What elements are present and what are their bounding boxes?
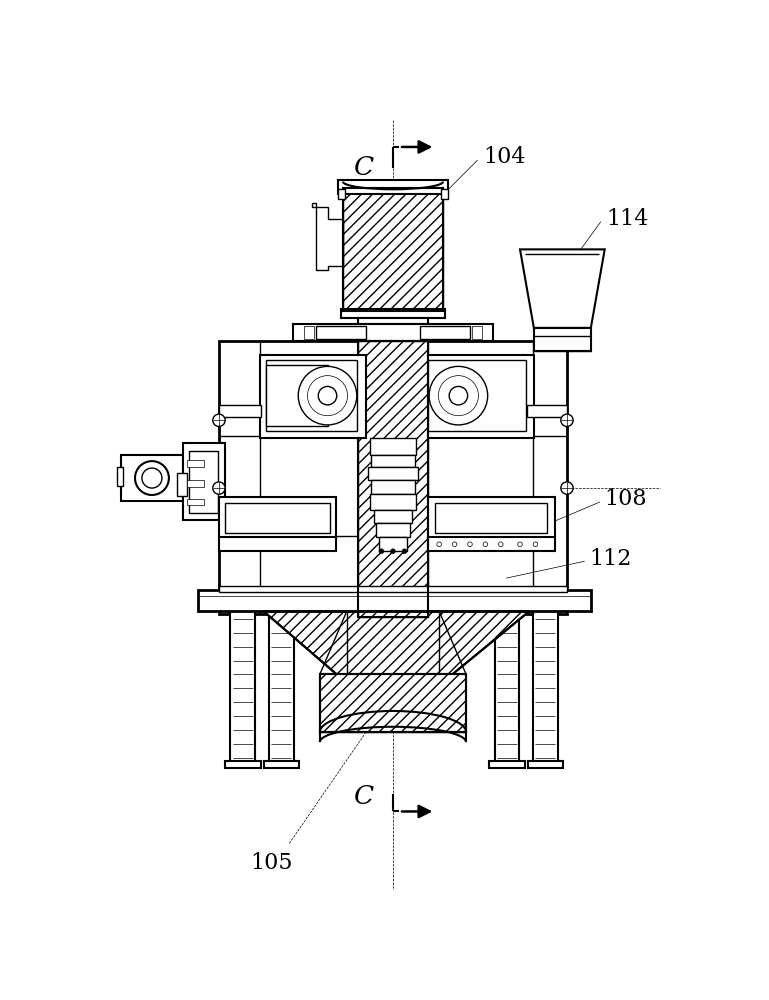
Bar [441, 189, 448, 199]
Circle shape [468, 542, 472, 547]
Bar [358, 318, 428, 324]
Bar [343, 188, 443, 311]
Bar [533, 611, 558, 765]
Circle shape [318, 386, 337, 405]
Text: C: C [354, 155, 374, 180]
Bar [489, 761, 524, 768]
Text: 105: 105 [250, 852, 292, 874]
Bar [428, 360, 526, 431]
Bar [374, 510, 412, 523]
Bar [494, 611, 519, 765]
Bar [320, 674, 466, 732]
Bar [264, 761, 299, 768]
Circle shape [429, 366, 488, 425]
Bar [305, 326, 314, 339]
Polygon shape [264, 611, 529, 690]
Text: 112: 112 [589, 548, 631, 570]
Bar [358, 341, 428, 617]
Circle shape [437, 542, 441, 547]
Bar [183, 443, 225, 520]
Circle shape [533, 542, 538, 547]
Bar [189, 451, 218, 513]
Bar [198, 590, 591, 611]
Bar [293, 324, 493, 341]
Bar [187, 480, 204, 487]
Bar [266, 360, 357, 431]
Bar [338, 189, 345, 199]
Bar [420, 326, 470, 339]
Circle shape [402, 549, 407, 554]
Bar [219, 341, 567, 614]
Circle shape [213, 482, 225, 494]
Bar [428, 537, 554, 551]
Polygon shape [520, 249, 604, 328]
Bar [370, 438, 416, 455]
Circle shape [518, 542, 522, 547]
Bar [370, 494, 416, 510]
Bar [187, 499, 204, 505]
Bar [435, 503, 547, 533]
Circle shape [308, 376, 348, 416]
Bar [122, 455, 183, 501]
Bar [320, 674, 466, 732]
Bar [534, 328, 591, 351]
Circle shape [452, 542, 457, 547]
Bar [219, 537, 336, 551]
Circle shape [561, 414, 573, 426]
Circle shape [379, 549, 384, 554]
Bar [371, 455, 414, 466]
Text: C: C [354, 784, 374, 809]
Circle shape [298, 366, 357, 425]
Bar [266, 365, 328, 426]
Bar [187, 460, 204, 466]
Bar [528, 761, 563, 768]
Circle shape [561, 482, 573, 494]
Text: 108: 108 [604, 488, 647, 510]
Circle shape [483, 542, 488, 547]
Bar [178, 473, 187, 496]
Bar [260, 355, 366, 438]
Circle shape [498, 542, 503, 547]
Bar [219, 497, 336, 540]
Bar [379, 537, 407, 551]
Bar [358, 341, 428, 617]
Bar [225, 503, 330, 533]
Bar [341, 309, 445, 318]
Circle shape [135, 461, 169, 495]
Polygon shape [312, 203, 343, 270]
Bar [343, 188, 443, 311]
Bar [338, 180, 448, 194]
Circle shape [391, 549, 395, 554]
Circle shape [213, 414, 225, 426]
Bar [428, 355, 534, 438]
Bar [371, 480, 414, 494]
Text: 104: 104 [483, 146, 525, 168]
Bar [219, 405, 261, 417]
Circle shape [449, 386, 468, 405]
Bar [269, 611, 294, 765]
Bar [376, 523, 410, 537]
Bar [472, 326, 481, 339]
Bar [219, 586, 567, 592]
Bar [527, 405, 567, 417]
Bar [231, 611, 255, 765]
Bar [225, 761, 261, 768]
Bar [428, 497, 554, 540]
Circle shape [438, 376, 478, 416]
Bar [316, 326, 366, 339]
Bar [368, 466, 418, 480]
Bar [117, 466, 123, 486]
Text: 114: 114 [606, 208, 648, 230]
